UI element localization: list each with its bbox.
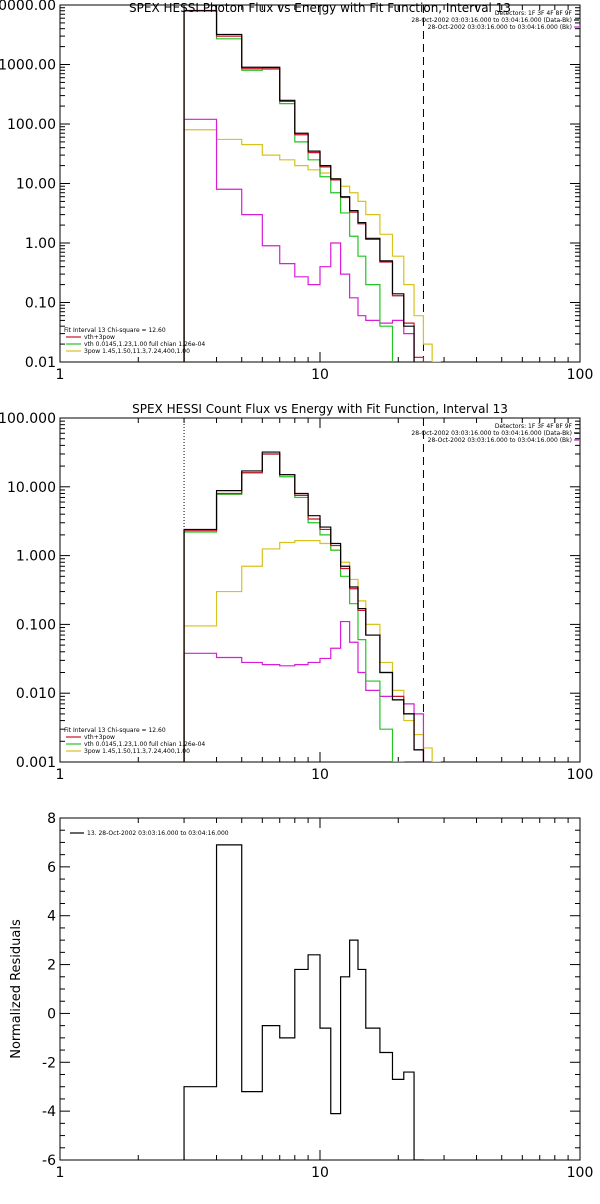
plot-frame	[59, 417, 581, 763]
x-tick-label: 10	[311, 367, 329, 383]
series-data	[183, 10, 415, 362]
y-tick-label: -4	[42, 1104, 56, 1120]
data-layer	[183, 5, 441, 362]
x-tick-label: 10	[311, 767, 329, 783]
y-tick-label: 10000.00	[0, 0, 56, 14]
y-tick-label: 0.001	[16, 755, 56, 771]
panel-3: 1 10 100 -6 -4 -2 0 2 4 6 8 Normalized Residuals 13.…	[9, 811, 593, 1181]
legend-line: 3pow 1.45,1.50,11.3,7.24,400,1.00	[84, 748, 190, 755]
x-tick-label: 100	[567, 767, 594, 783]
info-line: 28-Oct-2002 03:03:16.000 to 03:04:16.000…	[428, 24, 572, 31]
y-tick-label: 0.010	[16, 686, 56, 702]
info-line: 28-Oct-2002 03:03:16.000 to 03:04:16.000…	[411, 17, 572, 24]
y-tick-label: 1.00	[25, 236, 56, 252]
y-tick-label: 2	[47, 958, 56, 974]
legend-line: Fit Interval 13 Chi-square = 12.60	[64, 327, 166, 334]
legend-line: vth+3pow	[84, 334, 115, 341]
legend-line: 3pow 1.45,1.50,11.3,7.24,400,1.00	[84, 348, 190, 355]
panel-2: SPEX HESSI Count Flux vs Energy with Fit…	[0, 402, 593, 783]
y-tick-label: 0.01	[25, 355, 56, 371]
x-tick-label: 1	[56, 367, 65, 383]
x-tick-label: 1	[56, 1165, 65, 1181]
plot-frame	[59, 4, 581, 363]
y-tick-label: 0	[47, 1006, 56, 1022]
x-tick-label: 1	[56, 767, 65, 783]
y-tick-label: 6	[47, 860, 56, 876]
y-tick-label: 1.000	[16, 549, 56, 565]
series-data	[183, 844, 425, 1160]
y-tick-label: 0.10	[25, 296, 56, 312]
y-tick-label: 100.000	[0, 411, 56, 427]
data-layer	[183, 844, 425, 1160]
series-powerlaw	[183, 540, 441, 762]
series-total	[183, 9, 425, 362]
chart-title: SPEX HESSI Count Flux vs Energy with Fit…	[132, 402, 508, 416]
legend-line: vth+3pow	[84, 734, 115, 741]
info-line: Detectors: 1F 3F 4F 8F 9F	[495, 423, 573, 430]
series-powerlaw	[183, 129, 441, 362]
series-total	[183, 453, 425, 762]
legend-line: vth 0.0145,1.23,1.00 full chian 1.26e-04	[84, 341, 205, 348]
y-tick-label: 10.000	[7, 480, 56, 496]
series-data	[183, 451, 425, 762]
y-tick-label: 4	[47, 909, 56, 925]
y-tick-label: 100.00	[7, 117, 56, 133]
y-tick-label: 10.00	[16, 177, 56, 193]
y-tick-label: -6	[42, 1153, 56, 1169]
panel-1: SPEX HESSI Photon Flux vs Energy with Fi…	[0, 0, 593, 383]
info-line: 28-Oct-2002 03:03:16.000 to 03:04:16.000…	[428, 437, 572, 444]
series-background	[183, 118, 415, 362]
y-tick-label: 8	[47, 811, 56, 827]
y-tick-label: -2	[42, 1055, 56, 1071]
series-thermal	[183, 10, 394, 362]
legend-line: vth 0.0145,1.23,1.00 full chian 1.26e-04	[84, 741, 205, 748]
info-line: Detectors: 1F 3F 4F 8F 9F	[495, 10, 573, 17]
info-line: 28-Oct-2002 03:03:16.000 to 03:04:16.000…	[411, 430, 572, 437]
legend-line: 13. 28-Oct-2002 03:03:16.000 to 03:04:16…	[87, 830, 229, 837]
y-axis-label: Normalized Residuals	[9, 919, 24, 1059]
x-tick-label: 10	[311, 1165, 329, 1181]
series-background	[183, 620, 425, 762]
y-tick-label: 0.100	[16, 617, 56, 633]
y-tick-label: 1000.00	[0, 58, 56, 74]
x-tick-label: 100	[567, 367, 594, 383]
x-tick-label: 100	[567, 1165, 594, 1181]
legend-line: Fit Interval 13 Chi-square = 12.60	[64, 727, 166, 734]
data-layer	[183, 418, 441, 762]
